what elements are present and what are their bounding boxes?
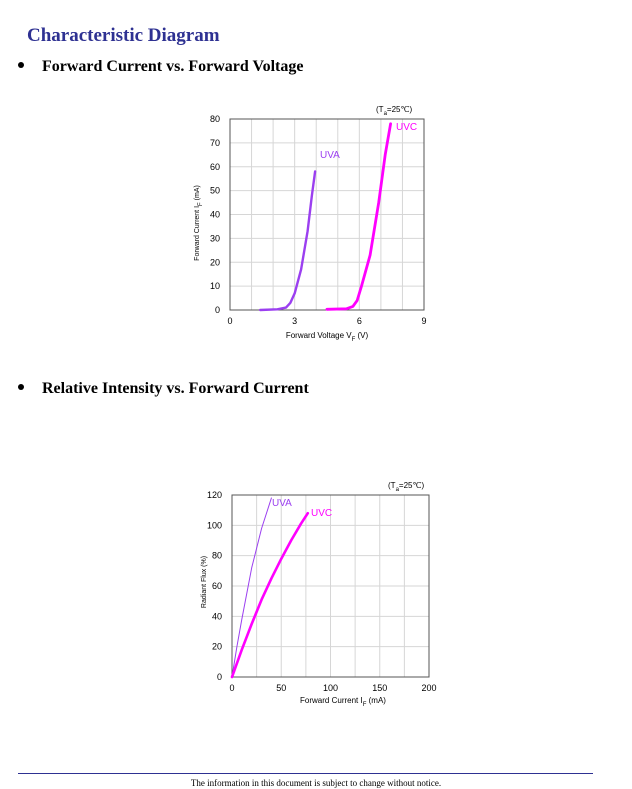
x-tick-label: 200 bbox=[421, 683, 436, 693]
section-heading-intensity: Relative Intensity vs. Forward Current bbox=[18, 380, 309, 398]
test-condition-label: (Ta=25℃) bbox=[376, 105, 412, 117]
y-tick-label: 100 bbox=[207, 520, 222, 530]
y-axis-label: Forward Current IF (mA) bbox=[194, 185, 204, 261]
series-line-uva bbox=[231, 497, 272, 678]
y-tick-label: 60 bbox=[212, 581, 222, 591]
y-tick-label: 40 bbox=[212, 611, 222, 621]
series-label-uvc: UVC bbox=[311, 508, 332, 519]
section-heading-iv: Forward Current vs. Forward Voltage bbox=[18, 58, 303, 76]
plot-frame bbox=[231, 494, 430, 678]
y-tick-label: 10 bbox=[210, 281, 220, 291]
x-tick-label: 6 bbox=[357, 316, 362, 326]
series-line-uvc bbox=[325, 122, 392, 311]
x-tick-label: 9 bbox=[421, 316, 426, 326]
y-tick-label: 70 bbox=[210, 138, 220, 148]
y-tick-label: 0 bbox=[217, 672, 222, 682]
x-tick-label: 100 bbox=[323, 683, 338, 693]
series-line-uva bbox=[259, 170, 317, 312]
y-tick-label: 80 bbox=[210, 114, 220, 124]
footer-divider bbox=[18, 773, 593, 774]
y-tick-label: 120 bbox=[207, 490, 222, 500]
y-tick-label: 80 bbox=[212, 551, 222, 561]
y-tick-label: 50 bbox=[210, 186, 220, 196]
x-axis-label: Forward Current IF (mA) bbox=[300, 696, 386, 708]
section-heading-text: Forward Current vs. Forward Voltage bbox=[42, 58, 304, 75]
x-tick-label: 50 bbox=[276, 683, 286, 693]
series-label-uva: UVA bbox=[320, 150, 340, 161]
bullet-icon bbox=[18, 384, 24, 391]
section-heading-text: Relative Intensity vs. Forward Current bbox=[42, 380, 309, 397]
y-tick-label: 0 bbox=[215, 305, 220, 315]
bullet-icon bbox=[18, 62, 24, 69]
x-tick-label: 3 bbox=[292, 316, 297, 326]
page-title: Characteristic Diagram bbox=[27, 25, 220, 46]
series-label-uvc: UVC bbox=[396, 122, 417, 133]
y-axis-label: Radiant Flux (%) bbox=[201, 556, 208, 608]
x-tick-label: 0 bbox=[227, 316, 232, 326]
y-tick-label: 30 bbox=[210, 233, 220, 243]
series-line-uvc bbox=[230, 511, 310, 679]
y-tick-label: 20 bbox=[210, 257, 220, 267]
x-axis-label: Forward Voltage VF (V) bbox=[286, 331, 369, 343]
footer-notice: The information in this document is subj… bbox=[190, 778, 442, 788]
y-tick-label: 20 bbox=[212, 642, 222, 652]
x-tick-label: 150 bbox=[372, 683, 387, 693]
y-tick-label: 60 bbox=[210, 162, 220, 172]
test-condition-label: (Ta=25℃) bbox=[388, 481, 424, 493]
x-tick-label: 0 bbox=[229, 683, 234, 693]
series-label-uva: UVA bbox=[272, 498, 292, 509]
y-tick-label: 40 bbox=[210, 210, 220, 220]
